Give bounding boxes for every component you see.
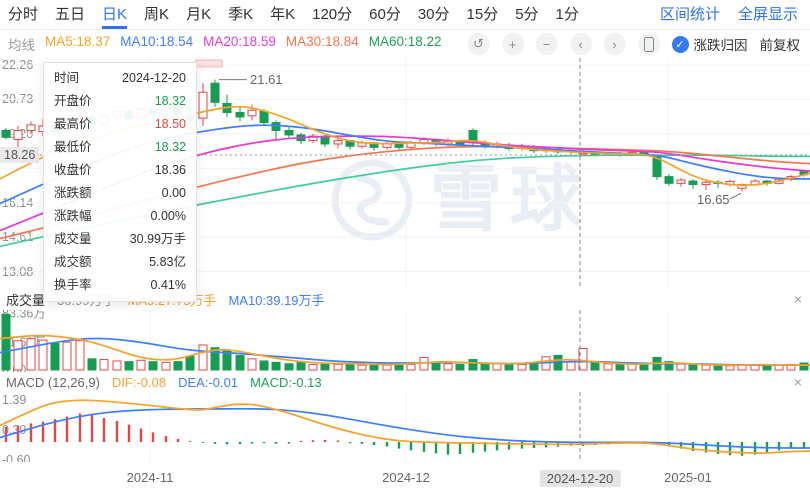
period-tabs: 分时 五日 日K 周K 月K 季K 年K 120分 60分 30分 15分 5分 1分 bbox=[8, 0, 579, 29]
tooltip-label: 开盘价 bbox=[54, 94, 92, 108]
tooltip-label: 最低价 bbox=[54, 140, 92, 154]
low-annotation-line bbox=[729, 192, 742, 200]
dif-line bbox=[0, 399, 810, 454]
macd-histogram bbox=[4, 413, 806, 456]
tooltip-row-4: 收盘价 18.36 bbox=[44, 159, 196, 182]
ma-item-2: MA20:18.59 bbox=[203, 34, 276, 49]
tooltip-row-7: 成交量 30.99万手 bbox=[44, 228, 196, 251]
tooltip-value: 18.32 bbox=[154, 140, 186, 154]
volume-ma5-line bbox=[0, 334, 810, 366]
low-annotation-label: 16.65 bbox=[697, 192, 730, 207]
tooltip-row-5: 涨跌额 0.00 bbox=[44, 182, 196, 205]
x-axis: 2024-11 2024-12 2024-12-20 2025-01 bbox=[0, 462, 810, 495]
tooltip-row-3: 最低价 18.32 bbox=[44, 136, 196, 159]
attribution-label: 涨跌归因 bbox=[693, 38, 748, 53]
macd-value-label: MACD:-0.13 bbox=[250, 374, 322, 390]
zoom-in-icon[interactable]: + bbox=[501, 33, 524, 55]
indicator-toolbar: 均线 MA5:18.37 MA10:18.54 MA20:18.59 MA30:18.8… bbox=[0, 30, 810, 58]
tooltip-row-6: 涨跌幅 0.00% bbox=[44, 205, 196, 228]
tab-五日[interactable]: 五日 bbox=[55, 6, 86, 23]
undo-icon[interactable]: ↺ bbox=[467, 33, 490, 55]
tooltip-label: 时间 bbox=[54, 71, 80, 85]
phone-shape bbox=[643, 36, 654, 52]
tab-1分[interactable]: 1分 bbox=[555, 6, 579, 23]
tooltip-value: 30.99万手 bbox=[129, 232, 186, 246]
tooltip-value: 0.00% bbox=[150, 209, 186, 223]
tooltip-row-9: 换手率 0.41% bbox=[44, 274, 196, 297]
macd-panel-close-icon[interactable]: × bbox=[793, 374, 802, 390]
macd-dif-label: DIF:-0.08 bbox=[111, 374, 167, 390]
tab-分时[interactable]: 分时 bbox=[8, 6, 39, 23]
tooltip-row-2: 最高价 18.50 bbox=[44, 113, 196, 136]
volume-panel-close-icon[interactable]: × bbox=[793, 291, 802, 307]
macd-title: MACD (12,26,9) bbox=[6, 374, 100, 390]
tooltip-label: 收盘价 bbox=[54, 163, 92, 177]
check-icon: ✓ bbox=[671, 35, 689, 53]
tooltip-value: 18.50 bbox=[154, 117, 186, 131]
tooltip-value: 2024-12-20 bbox=[122, 71, 186, 85]
x-tick-2024-12: 2024-12 bbox=[382, 470, 430, 485]
tab-周K[interactable]: 周K bbox=[144, 6, 170, 23]
link-全屏显示[interactable]: 全屏显示 bbox=[737, 6, 798, 23]
tabbar-links: 区间统计 全屏显示 bbox=[660, 0, 798, 29]
tooltip-row-8: 成交额 5.83亿 bbox=[44, 251, 196, 274]
last-price-badge: 18.26 bbox=[0, 147, 40, 163]
pan-left-icon[interactable]: ‹ bbox=[569, 33, 592, 55]
ma-item-4: MA60:18.22 bbox=[368, 34, 442, 49]
ma-item-1: MA10:18.54 bbox=[120, 34, 194, 49]
high-annotation-label: 21.61 bbox=[250, 72, 283, 87]
tooltip-label: 涨跌额 bbox=[54, 186, 92, 200]
macd-tick-label: 0.39 bbox=[2, 423, 27, 438]
ma-item-0: MA5:18.37 bbox=[45, 34, 111, 49]
macd-legend-band: MACD (12,26,9) DIF:-0.08 DEA:-0.01 MACD:-0.… bbox=[0, 372, 810, 392]
x-tick-2025-01: 2025-01 bbox=[664, 470, 712, 485]
attribution-toggle[interactable]: ✓ 涨跌归因 bbox=[671, 34, 748, 54]
adjust-mode-button[interactable]: 前复权 bbox=[759, 38, 801, 53]
ohlc-tooltip: 时间 2024-12-20 开盘价 18.32 最高价 18.50 最低价 18.32 收盘价 1… bbox=[43, 62, 197, 302]
tab-月K[interactable]: 月K bbox=[186, 6, 212, 23]
tooltip-value: 18.36 bbox=[154, 163, 186, 177]
tooltip-row-0: 时间 2024-12-20 bbox=[44, 67, 196, 90]
tab-5分[interactable]: 5分 bbox=[515, 6, 539, 23]
ma-title: 均线 bbox=[8, 38, 35, 53]
dea-line bbox=[0, 407, 810, 449]
macd-tick-label: 1.39 bbox=[2, 393, 27, 408]
tooltip-row-1: 开盘价 18.32 bbox=[44, 90, 196, 113]
ma-legend: 均线 MA5:18.37 MA10:18.54 MA20:18.59 MA30:18.8… bbox=[8, 34, 442, 54]
tooltip-label: 最高价 bbox=[54, 117, 92, 131]
tooltip-value: 18.32 bbox=[154, 94, 186, 108]
clipped-candle-marker bbox=[195, 59, 223, 68]
tab-年K[interactable]: 年K bbox=[270, 6, 296, 23]
screenshot-icon[interactable] bbox=[637, 33, 660, 55]
chart-area[interactable]: 雪球 22.2620.7319.2016.1414.6113.0883.36万4… bbox=[0, 58, 810, 495]
volume-ma10-label: MA10:39.19万手 bbox=[228, 292, 325, 308]
volume-bars bbox=[1, 313, 809, 371]
period-tabbar: 分时 五日 日K 周K 月K 季K 年K 120分 60分 30分 15分 5分 1分 区间统计 全屏显示 bbox=[0, 0, 810, 30]
volume-title: 成交量 bbox=[6, 292, 46, 308]
tab-日K[interactable]: 日K bbox=[102, 0, 128, 29]
tab-60分[interactable]: 60分 bbox=[369, 6, 401, 23]
tooltip-value: 0.41% bbox=[150, 278, 186, 292]
tooltip-label: 涨跌幅 bbox=[54, 209, 92, 223]
x-tick-2024-12-20: 2024-12-20 bbox=[539, 470, 621, 487]
chart-tools: ↺ + − ‹ › ✓ 涨跌归因 前复权 bbox=[467, 33, 801, 55]
tab-季K[interactable]: 季K bbox=[228, 6, 254, 23]
pan-right-icon[interactable]: › bbox=[603, 33, 626, 55]
tooltip-label: 成交量 bbox=[54, 232, 92, 246]
tooltip-value: 0.00 bbox=[161, 186, 186, 200]
tab-30分[interactable]: 30分 bbox=[417, 6, 450, 23]
macd-dea-label: DEA:-0.01 bbox=[178, 374, 239, 390]
tooltip-label: 成交额 bbox=[54, 255, 92, 269]
ma-item-3: MA30:18.84 bbox=[285, 34, 359, 49]
x-tick-2024-11: 2024-11 bbox=[126, 470, 174, 485]
watermark-text: 雪球 bbox=[430, 160, 591, 240]
tooltip-label: 换手率 bbox=[54, 278, 92, 292]
zoom-out-icon[interactable]: − bbox=[535, 33, 558, 55]
link-区间统计[interactable]: 区间统计 bbox=[659, 6, 720, 23]
tab-15分[interactable]: 15分 bbox=[466, 6, 499, 23]
tab-120分[interactable]: 120分 bbox=[312, 6, 353, 23]
tooltip-value: 5.83亿 bbox=[149, 255, 186, 269]
